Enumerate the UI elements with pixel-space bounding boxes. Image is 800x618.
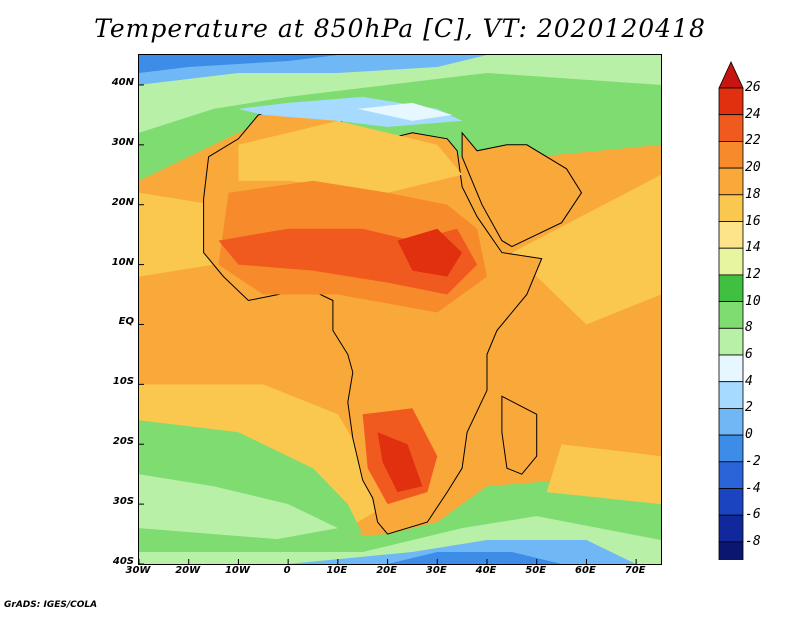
colorbar-segment xyxy=(718,221,744,249)
lat-tick-label: 10S xyxy=(112,376,134,388)
indian-ocean-mild xyxy=(546,444,661,505)
colorbar-level-label: 4 xyxy=(745,373,753,389)
lat-tick-label: 40N xyxy=(111,76,134,88)
sudan-hottest xyxy=(397,228,463,277)
kalahari-hottest xyxy=(377,432,423,493)
colorbar-top-arrow xyxy=(718,61,744,89)
lat-tick-label: 20N xyxy=(111,196,134,208)
lon-tick-label: 10E xyxy=(326,565,348,576)
colorbar-level-label: 2 xyxy=(745,400,753,416)
lon-tick-label: 10W xyxy=(224,565,250,576)
lon-tick-label: 30E xyxy=(425,565,447,576)
lat-tick-label: 30N xyxy=(111,136,134,148)
colorbar-segment xyxy=(718,434,744,463)
colorbar-segment xyxy=(718,461,744,489)
lat-tick-label: 20S xyxy=(112,436,134,448)
colorbar-segment xyxy=(718,541,744,560)
colorbar-segment xyxy=(718,274,744,302)
colorbar-segment xyxy=(718,194,744,222)
lon-tick-label: 20W xyxy=(175,565,201,576)
colorbar-segment xyxy=(718,114,744,142)
arabia-landmass xyxy=(461,131,583,248)
colorbar-level-label: 8 xyxy=(745,320,753,336)
arabian-sea-mild xyxy=(511,174,661,325)
chart-title: Temperature at 850hPa [C], VT: 202012041… xyxy=(94,14,706,43)
colorbar xyxy=(718,61,744,560)
colorbar-level-label: 26 xyxy=(745,80,761,95)
colorbar-level-label: 0 xyxy=(745,427,753,443)
madagascar xyxy=(501,395,538,475)
credit-text: GrADS: IGES/COLA xyxy=(4,600,98,610)
colorbar-level-label: 14 xyxy=(745,240,761,256)
colorbar-level-label: 20 xyxy=(745,160,761,176)
sahara-mild xyxy=(238,120,463,193)
colorbar-segment xyxy=(718,381,744,409)
colorbar-level-label: 6 xyxy=(745,347,753,362)
lon-tick-label: 20E xyxy=(376,565,397,576)
colorbar-level-label: -6 xyxy=(745,507,761,523)
lon-tick-label: 60E xyxy=(575,565,596,576)
lat-tick-label: 10N xyxy=(111,256,134,268)
colorbar-level-label: -2 xyxy=(745,453,761,469)
colorbar-level-label: 10 xyxy=(745,293,761,309)
colorbar-segment xyxy=(718,141,744,169)
colorbar-segment xyxy=(718,301,744,329)
colorbar-segment xyxy=(718,354,744,383)
lon-tick-label: 70E xyxy=(624,565,646,576)
colorbar-segment xyxy=(718,407,744,436)
lat-tick-label: 30S xyxy=(112,496,134,508)
lon-tick-label: 40E xyxy=(475,565,497,576)
colorbar-level-label: -8 xyxy=(745,533,761,549)
lat-tick-label: EQ xyxy=(118,316,134,328)
lon-tick-label: 0 xyxy=(283,565,291,576)
south-colder-band xyxy=(387,552,562,564)
colorbar-level-label: 18 xyxy=(745,186,761,202)
colorbar-level-label: -4 xyxy=(745,480,761,496)
north-colder-band xyxy=(139,55,338,73)
colorbar-level-label: 12 xyxy=(745,266,761,282)
colorbar-level-label: 24 xyxy=(745,106,761,122)
colorbar-segment xyxy=(718,87,744,116)
north-cool-band xyxy=(139,55,661,133)
colorbar-segment xyxy=(718,488,744,516)
lat-tick-label: 40S xyxy=(112,556,134,567)
colorbar-level-label: 16 xyxy=(745,213,761,229)
colorbar-segment xyxy=(718,514,744,543)
colorbar-segment xyxy=(718,167,744,196)
mediterranean-light xyxy=(357,102,453,121)
lon-tick-label: 30W xyxy=(125,565,151,576)
colorbar-segment xyxy=(718,247,744,276)
colorbar-level-label: 22 xyxy=(745,133,761,149)
lon-tick-label: 50E xyxy=(525,565,547,576)
colorbar-segment xyxy=(718,327,744,356)
temperature-field xyxy=(139,55,661,564)
temperature-map xyxy=(138,54,662,565)
